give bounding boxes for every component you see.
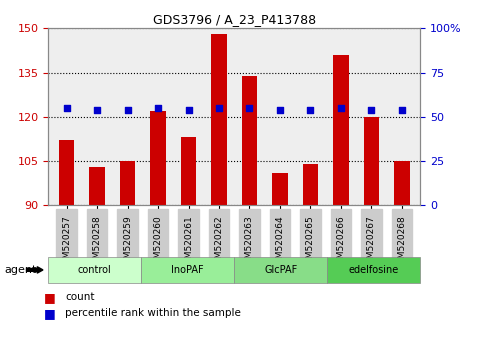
Bar — [120, 161, 135, 205]
Bar — [150, 111, 166, 205]
Point — [246, 105, 254, 111]
Bar — [181, 137, 196, 205]
Point — [276, 107, 284, 113]
Text: agent: agent — [5, 265, 37, 275]
Text: ■: ■ — [43, 307, 55, 320]
Point — [185, 107, 192, 113]
Bar — [303, 164, 318, 205]
Text: edelfosine: edelfosine — [349, 265, 399, 275]
Point — [63, 105, 71, 111]
Bar — [89, 167, 105, 205]
Point — [307, 107, 314, 113]
Bar — [272, 173, 287, 205]
Bar — [364, 117, 379, 205]
Bar — [59, 141, 74, 205]
Point — [93, 107, 101, 113]
Text: GlcPAF: GlcPAF — [264, 265, 298, 275]
Text: percentile rank within the sample: percentile rank within the sample — [65, 308, 241, 318]
Title: GDS3796 / A_23_P413788: GDS3796 / A_23_P413788 — [153, 13, 316, 26]
Text: InoPAF: InoPAF — [171, 265, 204, 275]
Point — [215, 105, 223, 111]
Point — [154, 105, 162, 111]
Text: count: count — [65, 292, 95, 302]
Text: control: control — [78, 265, 112, 275]
Bar — [212, 34, 227, 205]
Bar — [394, 161, 410, 205]
Point — [368, 107, 375, 113]
Bar — [333, 55, 349, 205]
Text: ■: ■ — [43, 291, 55, 304]
Point — [124, 107, 131, 113]
Bar — [242, 75, 257, 205]
Point — [398, 107, 406, 113]
Point — [337, 105, 345, 111]
